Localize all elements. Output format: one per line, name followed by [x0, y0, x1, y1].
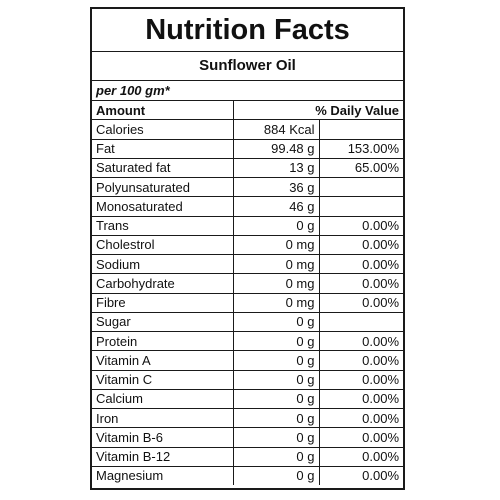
nutrient-amount: 13 g	[232, 157, 320, 179]
nutrient-amount: 0 g	[232, 407, 320, 429]
nutrient-name: Calories	[92, 119, 234, 140]
table-row: Magnesium 0 g 0.00%	[92, 465, 404, 485]
table-row: Vitamin B-12 0 g 0.00%	[92, 446, 404, 467]
amount-header: Amount	[92, 101, 234, 121]
nutrient-name: Vitamin B-6	[92, 427, 234, 448]
nutrient-table: Amount % Daily Value Calories 884 Kcal Fat…	[92, 101, 404, 485]
nutrient-daily-value: 0.00%	[318, 234, 404, 256]
table-row: Iron 0 g 0.00%	[92, 407, 404, 429]
nutrient-amount: 46 g	[232, 196, 320, 217]
nutrient-amount: 36 g	[232, 176, 320, 198]
table-row: Carbohydrate 0 mg 0.00%	[92, 273, 404, 294]
table-header-row: Amount % Daily Value	[92, 101, 404, 121]
nutrient-daily-value: 0.00%	[318, 330, 404, 352]
nutrient-amount: 0 g	[232, 215, 320, 236]
nutrient-daily-value	[318, 176, 404, 198]
label-title: Nutrition Facts	[92, 9, 403, 52]
table-row: Saturated fat 13 g 65.00%	[92, 157, 404, 179]
table-row: Polyunsaturated 36 g	[92, 176, 404, 198]
table-row: Vitamin B-6 0 g 0.00%	[92, 427, 404, 448]
table-row: Fibre 0 mg 0.00%	[92, 292, 404, 313]
serving-size: per 100 gm*	[92, 81, 403, 101]
nutrient-amount: 0 mg	[232, 253, 320, 275]
nutrient-amount: 99.48 g	[232, 138, 320, 159]
nutrient-name: Vitamin B-12	[92, 446, 234, 467]
nutrient-amount: 0 g	[232, 388, 320, 410]
nutrient-daily-value: 0.00%	[318, 369, 404, 390]
table-row: Protein 0 g 0.00%	[92, 330, 404, 352]
nutrient-name: Magnesium	[92, 465, 234, 485]
nutrient-amount: 884 Kcal	[232, 119, 320, 140]
nutrient-name: Trans	[92, 215, 234, 236]
nutrient-daily-value: 0.00%	[318, 388, 404, 410]
nutrient-amount: 0 mg	[232, 292, 320, 313]
nutrient-amount: 0 mg	[232, 273, 320, 294]
nutrient-name: Fat	[92, 138, 234, 159]
nutrient-daily-value: 0.00%	[318, 465, 404, 485]
nutrient-daily-value: 0.00%	[318, 292, 404, 313]
nutrient-name: Protein	[92, 330, 234, 352]
nutrient-name: Cholestrol	[92, 234, 234, 256]
table-row: Sodium 0 mg 0.00%	[92, 253, 404, 275]
nutrient-amount: 0 g	[232, 330, 320, 352]
table-row: Monosaturated 46 g	[92, 196, 404, 217]
nutrient-daily-value: 0.00%	[318, 273, 404, 294]
nutrient-daily-value: 153.00%	[318, 138, 404, 159]
nutrient-daily-value: 0.00%	[318, 446, 404, 467]
nutrient-name: Iron	[92, 407, 234, 429]
nutrient-daily-value: 65.00%	[318, 157, 404, 179]
nutrient-name: Monosaturated	[92, 196, 234, 217]
nutrient-daily-value: 0.00%	[318, 350, 404, 371]
nutrient-daily-value: 0.00%	[318, 215, 404, 236]
table-row: Calories 884 Kcal	[92, 119, 404, 140]
table-row: Sugar 0 g	[92, 311, 404, 333]
nutrient-name: Fibre	[92, 292, 234, 313]
table-row: Calcium 0 g 0.00%	[92, 388, 404, 410]
nutrient-daily-value	[318, 119, 404, 140]
nutrient-daily-value: 0.00%	[318, 253, 404, 275]
nutrient-amount: 0 g	[232, 446, 320, 467]
nutrient-name: Sodium	[92, 253, 234, 275]
nutrient-name: Sugar	[92, 311, 234, 333]
product-name: Sunflower Oil	[92, 52, 403, 81]
nutrient-amount: 0 g	[232, 311, 320, 333]
nutrient-amount: 0 mg	[232, 234, 320, 256]
nutrient-daily-value	[318, 196, 404, 217]
nutrient-name: Saturated fat	[92, 157, 234, 179]
nutrition-facts-label: Nutrition Facts Sunflower Oil per 100 gm…	[90, 7, 405, 490]
nutrient-name: Carbohydrate	[92, 273, 234, 294]
nutrient-amount: 0 g	[232, 350, 320, 371]
table-row: Fat 99.48 g 153.00%	[92, 138, 404, 159]
table-row: Cholestrol 0 mg 0.00%	[92, 234, 404, 256]
nutrient-daily-value: 0.00%	[318, 427, 404, 448]
nutrient-name: Polyunsaturated	[92, 176, 234, 198]
nutrient-name: Vitamin C	[92, 369, 234, 390]
table-row: Trans 0 g 0.00%	[92, 215, 404, 236]
nutrient-daily-value: 0.00%	[318, 407, 404, 429]
nutrient-name: Calcium	[92, 388, 234, 410]
nutrient-amount: 0 g	[232, 465, 320, 485]
nutrient-amount: 0 g	[232, 369, 320, 390]
nutrient-daily-value	[318, 311, 404, 333]
nutrient-name: Vitamin A	[92, 350, 234, 371]
nutrient-amount: 0 g	[232, 427, 320, 448]
nutrient-rows: Calories 884 Kcal Fat 99.48 g 153.00% Saturat…	[92, 119, 404, 485]
daily-value-header: % Daily Value	[232, 101, 404, 121]
